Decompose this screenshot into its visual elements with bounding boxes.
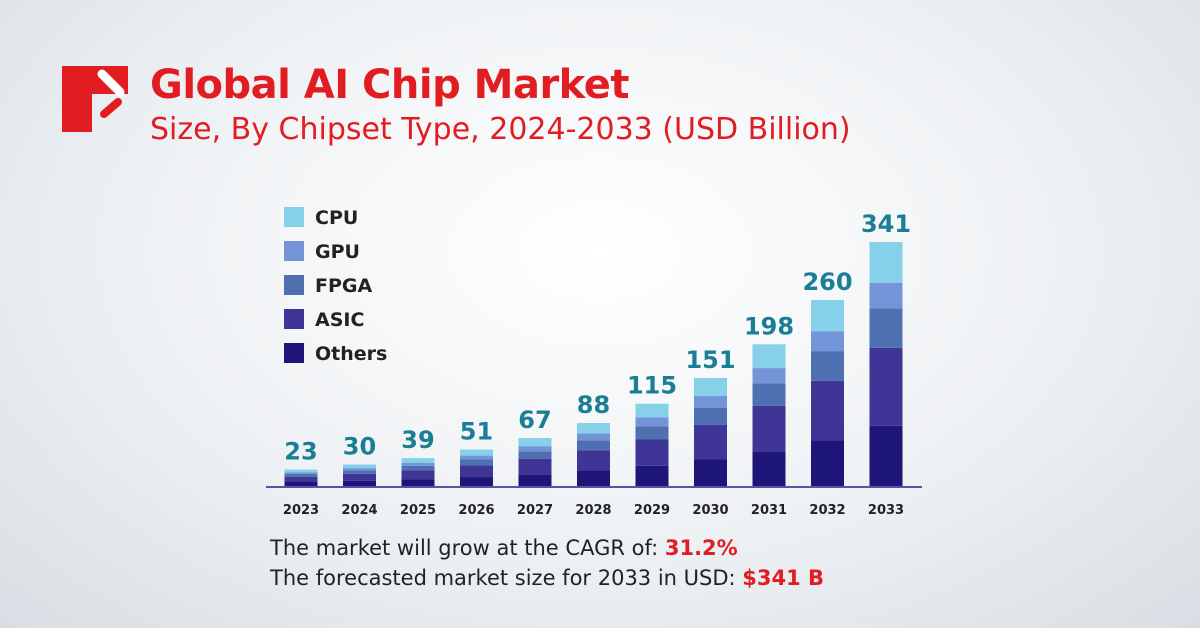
x-tick-label-2033: 2033: [868, 503, 904, 518]
bar-segment-asic-2033: [869, 347, 903, 426]
bar-segment-cpu-2027: [518, 438, 552, 447]
bar-segment-asic-2029: [635, 439, 669, 466]
bar-segment-others-2028: [577, 470, 610, 486]
bar-segment-cpu-2029: [635, 403, 669, 418]
bar-segment-fpga-2024: [343, 470, 376, 474]
bar-segment-gpu-2024: [343, 468, 376, 471]
legend-label-gpu: GPU: [315, 241, 360, 263]
bar-segment-others-2026: [460, 477, 493, 486]
bar-segment-gpu-2023: [284, 472, 318, 475]
bar-segment-gpu-2028: [577, 433, 610, 441]
legend-swatch-others: [284, 343, 304, 363]
bar-segment-others-2024: [343, 480, 376, 486]
bar-segment-asic-2028: [577, 450, 610, 471]
brand-logo: [62, 66, 132, 136]
value-label-2033: 341: [861, 210, 911, 238]
x-tick-label-2024: 2024: [341, 503, 377, 518]
bar-segment-fpga-2029: [635, 426, 669, 440]
bar-segment-asic-2030: [694, 424, 727, 460]
legend-swatch-fpga: [284, 275, 304, 295]
bar-segment-cpu-2032: [811, 299, 844, 332]
bar-segment-gpu-2032: [811, 331, 844, 352]
bar-segment-cpu-2024: [343, 464, 376, 469]
page-subtitle: Size, By Chipset Type, 2024-2033 (USD Bi…: [150, 112, 851, 147]
bar-segment-gpu-2025: [401, 462, 435, 466]
cagr-value: 31.2%: [664, 536, 738, 560]
bar-segment-fpga-2030: [694, 407, 727, 425]
value-label-2026: 51: [460, 418, 493, 446]
forecast-value: $341 B: [742, 566, 825, 590]
bar-segment-asic-2027: [518, 458, 552, 475]
bar-segment-asic-2025: [401, 470, 435, 480]
value-label-2025: 39: [401, 426, 434, 454]
bar-segment-gpu-2029: [635, 417, 669, 427]
x-tick-label-2027: 2027: [517, 503, 553, 518]
bar-segment-others-2033: [869, 425, 903, 486]
bar-segment-asic-2023: [284, 476, 318, 482]
x-tick-label-2026: 2026: [458, 503, 494, 518]
bar-segment-gpu-2026: [460, 455, 493, 460]
legend-swatch-asic: [284, 309, 304, 329]
bar-segment-fpga-2027: [518, 451, 552, 459]
value-label-2029: 115: [627, 372, 677, 400]
bar-segment-others-2025: [401, 479, 435, 486]
x-tick-label-2030: 2030: [692, 503, 728, 518]
bar-segment-fpga-2028: [577, 440, 610, 451]
bar-segment-cpu-2030: [694, 377, 727, 397]
bar-segment-fpga-2025: [401, 465, 435, 471]
forecast-label: The forecasted market size for 2033 in U…: [270, 566, 736, 590]
x-tick-label-2032: 2032: [809, 503, 845, 518]
value-label-2031: 198: [744, 312, 794, 340]
value-label-2028: 88: [577, 391, 610, 419]
bar-segment-cpu-2023: [284, 469, 318, 473]
forecast-text: The forecasted market size for 2033 in U…: [270, 566, 824, 590]
bar-segment-gpu-2033: [869, 282, 903, 309]
legend-label-others: Others: [315, 343, 387, 365]
bar-segment-gpu-2031: [752, 368, 786, 384]
x-tick-label-2031: 2031: [751, 503, 787, 518]
bar-segment-gpu-2027: [518, 446, 552, 452]
bar-segment-others-2032: [811, 440, 844, 486]
value-label-2027: 67: [518, 406, 551, 434]
page-title: Global AI Chip Market: [150, 62, 629, 108]
x-tick-label-2029: 2029: [634, 503, 670, 518]
bar-segment-others-2030: [694, 459, 727, 486]
legend-label-fpga: FPGA: [315, 275, 372, 297]
bar-segment-asic-2026: [460, 465, 493, 478]
x-tick-label-2028: 2028: [575, 503, 611, 518]
legend-label-asic: ASIC: [315, 309, 364, 331]
x-tick-label-2023: 2023: [283, 503, 319, 518]
bar-segment-others-2023: [284, 481, 318, 486]
bar-segment-fpga-2031: [752, 383, 786, 406]
bar-segment-fpga-2033: [869, 308, 903, 348]
cagr-text: The market will grow at the CAGR of: 31.…: [270, 536, 738, 560]
value-label-2032: 260: [802, 268, 852, 296]
bar-segment-gpu-2030: [694, 396, 727, 408]
bar-segment-cpu-2031: [752, 344, 786, 369]
bar-segment-others-2029: [635, 465, 669, 486]
legend-label-cpu: CPU: [315, 207, 358, 229]
legend-swatch-gpu: [284, 241, 304, 261]
bar-segment-cpu-2028: [577, 423, 610, 434]
bar-segment-fpga-2023: [284, 474, 318, 477]
value-label-2023: 23: [284, 438, 317, 466]
bar-segment-asic-2024: [343, 473, 376, 481]
x-tick-label-2025: 2025: [400, 503, 436, 518]
bar-segment-others-2027: [518, 474, 552, 486]
bar-segment-cpu-2025: [401, 458, 435, 463]
value-label-2024: 30: [343, 433, 376, 461]
bar-segment-asic-2032: [811, 380, 844, 441]
bar-segment-fpga-2026: [460, 459, 493, 466]
bar-segment-cpu-2033: [869, 242, 903, 283]
bar-segment-fpga-2032: [811, 351, 844, 381]
bar-segment-others-2031: [752, 451, 786, 486]
value-label-2030: 151: [685, 346, 735, 374]
cagr-label: The market will grow at the CAGR of:: [270, 536, 659, 560]
legend-swatch-cpu: [284, 207, 304, 227]
bar-segment-cpu-2026: [460, 449, 493, 456]
bar-segment-asic-2031: [752, 405, 786, 452]
